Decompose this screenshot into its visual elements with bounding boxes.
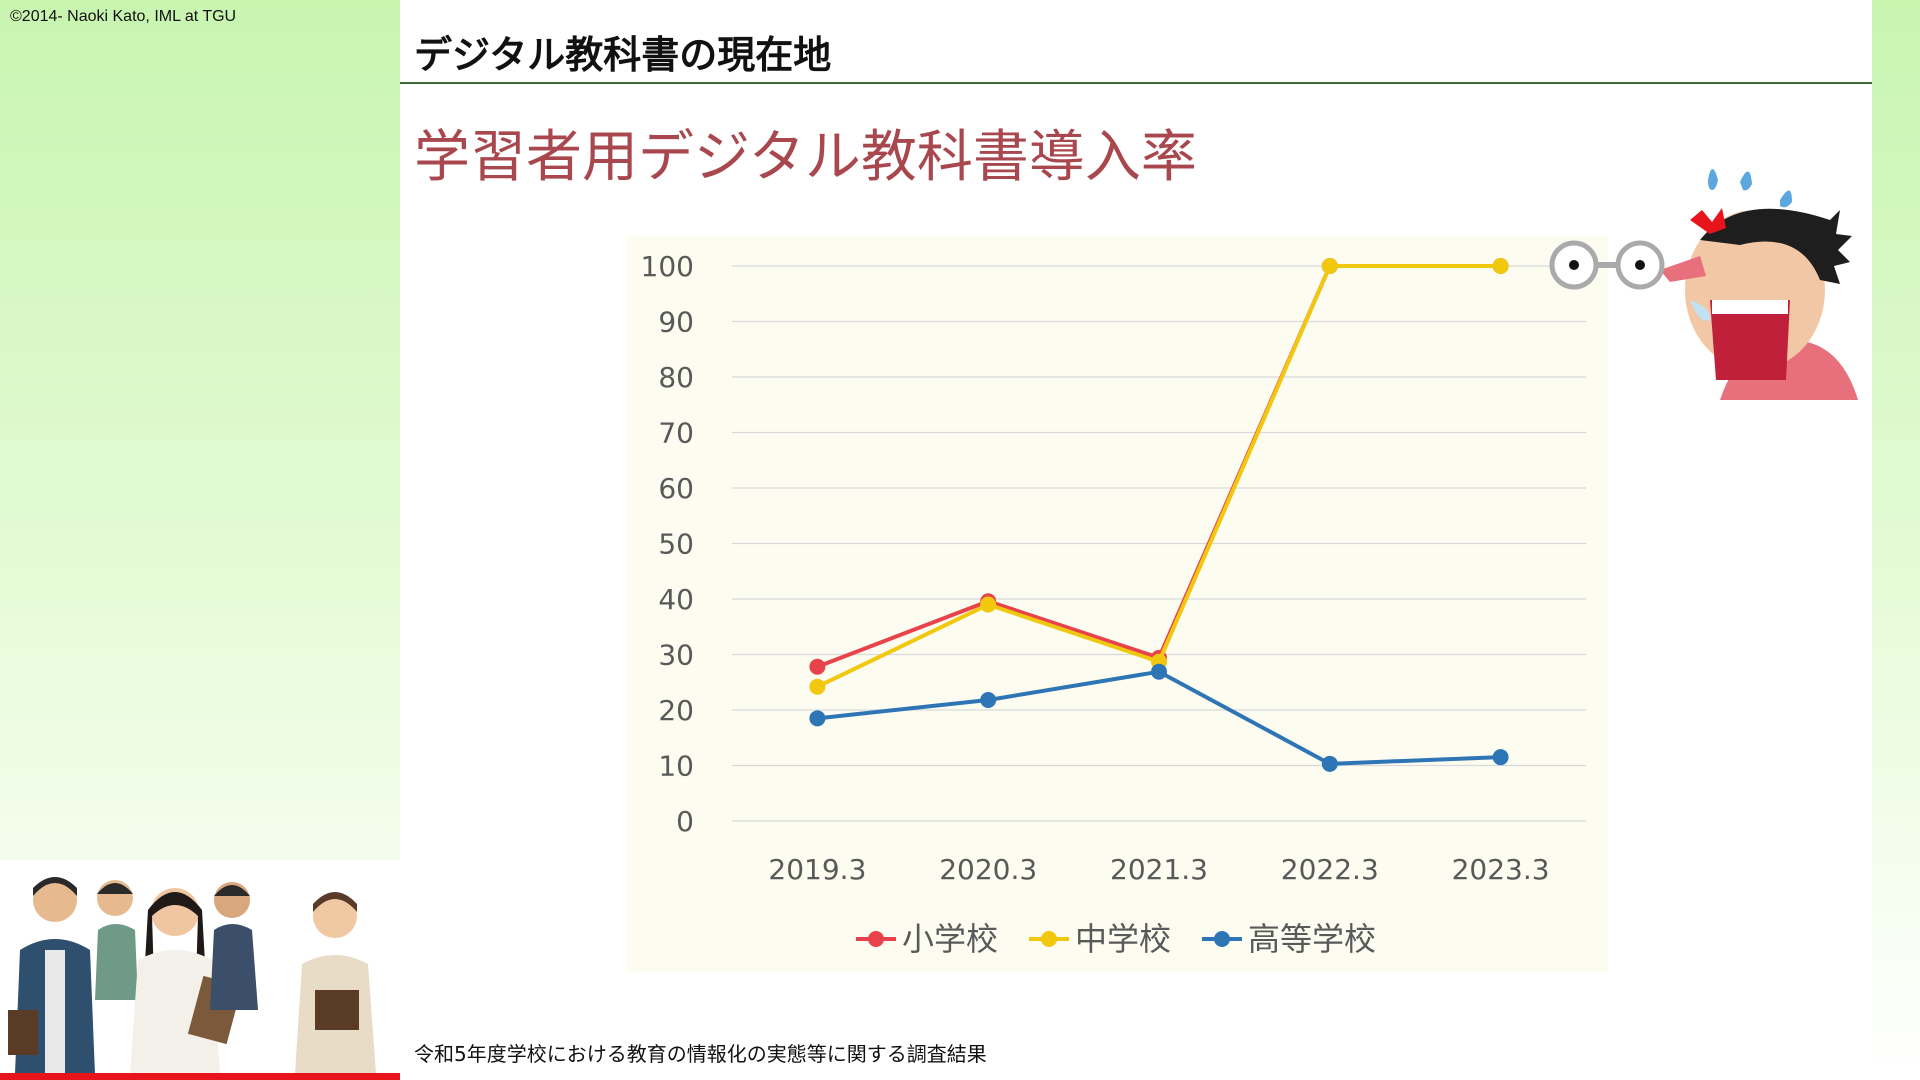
data-point (1492, 258, 1509, 274)
data-point (809, 678, 826, 695)
copyright-text: ©2014- Naoki Kato, IML at TGU (10, 8, 237, 25)
chart-container: 0 10 20 30 40 50 60 70 80 90 100 2019.3 2020.3 2021.3… (626, 236, 1608, 972)
y-tick-label: 10 (658, 750, 694, 783)
y-tick-label: 20 (658, 694, 694, 727)
y-tick-label: 0 (676, 805, 694, 838)
y-tick-label: 50 (658, 528, 694, 561)
x-tick-label: 2021.3 (1110, 853, 1208, 886)
legend-label: 小学校 (902, 920, 998, 958)
series-line (816, 264, 1501, 669)
sweat-drop-icon (1780, 190, 1792, 208)
slide-title: 学習者用デジタル教科書導入率 (414, 125, 1197, 190)
students-illustration (0, 860, 400, 1074)
legend-label: 中学校 (1075, 920, 1171, 958)
right-background-strip (1872, 0, 1920, 1080)
data-point (1321, 258, 1338, 274)
y-tick-label: 80 (658, 361, 694, 394)
legend-label: 高等学校 (1248, 920, 1376, 958)
series-line (816, 264, 1501, 689)
y-tick-label: 90 (658, 306, 694, 339)
x-tick-label: 2022.3 (1281, 853, 1379, 886)
sweat-drop-icon (1740, 171, 1752, 191)
y-tick-label: 70 (658, 417, 694, 450)
legend-marker (868, 931, 884, 947)
header-divider (400, 82, 1872, 84)
data-point (809, 710, 826, 727)
x-tick-label: 2019.3 (768, 853, 866, 886)
sweat-drop-icon (1708, 169, 1718, 190)
footer-red-bar (0, 1073, 400, 1080)
surprised-character-illustration (1549, 169, 1858, 400)
x-tick-label: 2020.3 (939, 853, 1037, 886)
data-point (980, 692, 997, 709)
legend-marker (1041, 931, 1057, 947)
line-chart: 0 10 20 30 40 50 60 70 80 90 100 2019.3 2020.3 2021.3… (641, 250, 1586, 958)
data-point (1151, 663, 1167, 680)
data-point (1321, 755, 1338, 772)
y-tick-label: 40 (658, 583, 694, 616)
x-tick-label: 2023.3 (1452, 853, 1550, 886)
y-tick-label: 100 (641, 250, 694, 283)
data-point (980, 596, 997, 613)
y-tick-label: 30 (658, 639, 694, 672)
legend-marker (1214, 931, 1230, 947)
series-line (817, 669, 1501, 766)
data-point (809, 658, 826, 675)
y-tick-label: 60 (658, 472, 694, 505)
data-point (1492, 749, 1509, 766)
header-title: デジタル教科書の現在地 (414, 33, 832, 77)
source-note: 令和5年度学校における教育の情報化の実態等に関する調査結果 (414, 1042, 987, 1066)
